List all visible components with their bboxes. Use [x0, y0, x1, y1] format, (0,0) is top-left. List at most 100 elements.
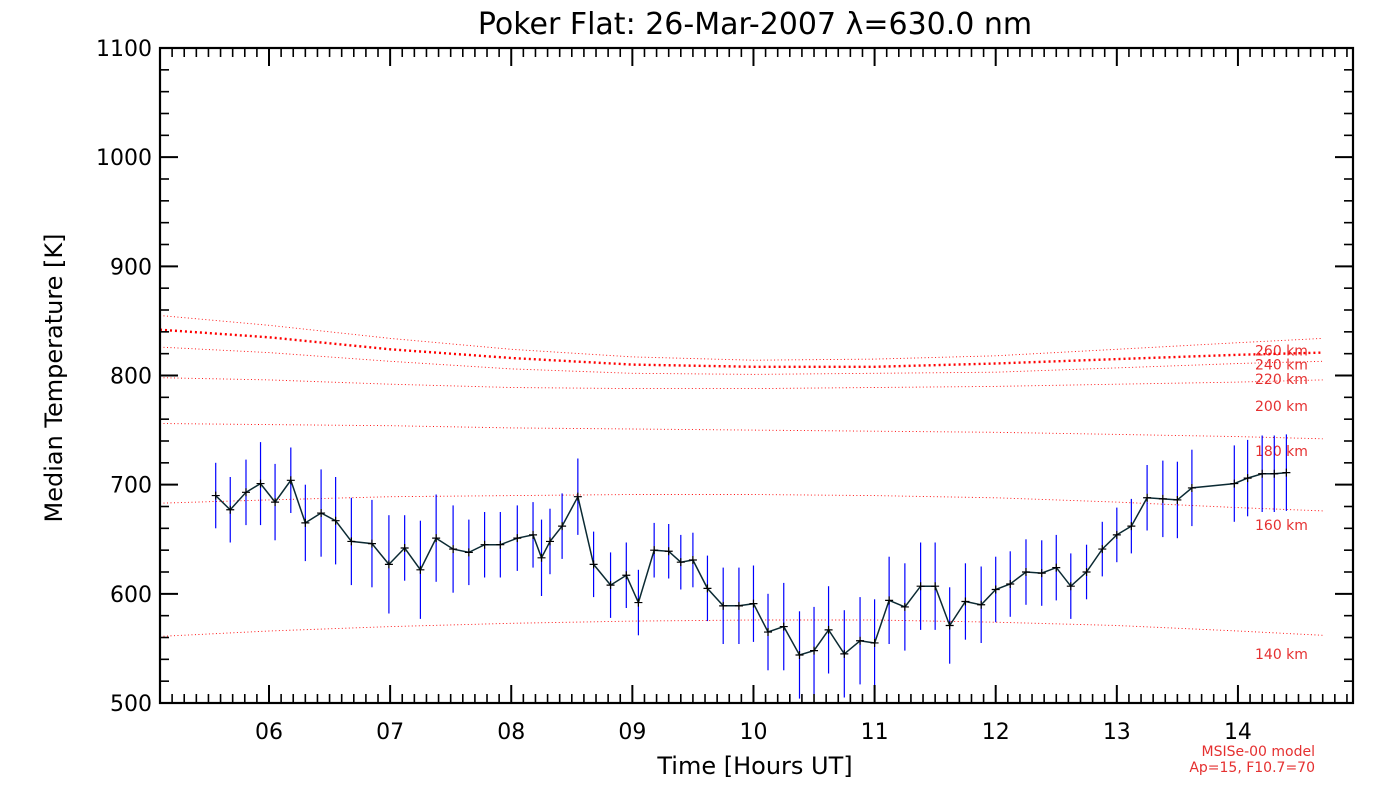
data-point-5 — [286, 476, 295, 485]
data-point-20 — [529, 530, 538, 539]
model-curve-5 — [159, 494, 1323, 512]
data-point-7 — [317, 509, 326, 518]
data-point-58 — [1082, 568, 1091, 576]
data-series — [211, 434, 1291, 699]
data-point-17 — [480, 540, 489, 549]
data-point-8 — [331, 516, 340, 525]
data-point-69 — [1270, 469, 1279, 478]
data-point-36 — [749, 599, 758, 608]
data-point-59 — [1098, 545, 1107, 554]
y-tick-label-4: 900 — [110, 255, 152, 280]
model-label-3: 220 km — [1255, 372, 1308, 388]
data-point-56 — [1052, 563, 1061, 572]
series-line — [215, 471, 1287, 656]
data-point-48 — [931, 582, 940, 591]
data-point-39 — [795, 650, 804, 659]
data-point-23 — [558, 522, 567, 531]
x-tick-label-7: 13 — [1103, 720, 1131, 745]
data-point-11 — [384, 560, 393, 569]
x-tick-label-3: 09 — [618, 720, 646, 745]
model-label-7: 140 km — [1255, 647, 1308, 663]
data-point-29 — [650, 546, 659, 555]
y-tick-label-5: 1000 — [96, 146, 152, 171]
x-tick-label-4: 10 — [739, 720, 767, 745]
data-point-22 — [545, 537, 554, 546]
data-point-2 — [241, 488, 250, 497]
data-point-31 — [676, 558, 685, 567]
data-point-42 — [840, 649, 849, 658]
model-curve-4 — [159, 423, 1323, 440]
y-tick-label-1: 600 — [110, 583, 152, 608]
model-label-0: 260 km — [1255, 343, 1308, 359]
data-point-28 — [634, 598, 643, 607]
data-point-32 — [688, 555, 697, 564]
data-point-14 — [432, 534, 441, 543]
data-point-16 — [464, 548, 473, 557]
data-point-26 — [606, 581, 615, 590]
data-point-9 — [347, 537, 356, 546]
data-point-34 — [719, 601, 728, 610]
data-point-66 — [1230, 479, 1239, 488]
x-tick-label-0: 06 — [255, 720, 283, 745]
data-point-64 — [1173, 495, 1182, 504]
model-label-4: 200 km — [1255, 399, 1308, 415]
data-point-13 — [416, 565, 425, 574]
y-tick-label-3: 800 — [110, 365, 152, 390]
data-point-30 — [664, 547, 673, 556]
data-point-49 — [945, 621, 954, 630]
data-point-12 — [400, 543, 409, 552]
x-tick-label-1: 07 — [376, 720, 404, 745]
data-point-43 — [856, 636, 865, 645]
data-point-1 — [226, 505, 235, 514]
data-point-60 — [1112, 530, 1121, 539]
data-point-61 — [1127, 522, 1136, 531]
data-point-27 — [622, 571, 631, 580]
axes: 500 600 700 800 900 1000 1100 06 07 08 09 10 11 12 13 1… — [96, 37, 1355, 745]
model-curve-2 — [159, 346, 1323, 375]
model-curve-6 — [159, 619, 1323, 637]
data-point-68 — [1258, 469, 1267, 478]
data-point-10 — [367, 539, 376, 548]
data-point-18 — [496, 540, 505, 549]
data-point-55 — [1037, 569, 1046, 578]
data-point-41 — [824, 625, 833, 634]
data-point-67 — [1243, 474, 1252, 483]
data-point-62 — [1143, 493, 1152, 502]
data-point-24 — [573, 492, 582, 501]
data-point-19 — [513, 534, 522, 543]
data-point-25 — [589, 560, 598, 569]
data-point-40 — [810, 646, 819, 655]
data-point-44 — [870, 638, 879, 647]
model-curve-3 — [159, 377, 1323, 390]
model-label-5: 180 km — [1255, 444, 1308, 460]
data-point-15 — [449, 545, 458, 554]
x-tick-label-2: 08 — [497, 720, 525, 745]
y-tick-label-2: 700 — [110, 474, 152, 499]
data-point-6 — [301, 518, 310, 527]
data-point-37 — [764, 628, 773, 637]
data-point-3 — [256, 479, 265, 488]
data-point-33 — [703, 584, 712, 593]
model-label-2: 240 km — [1255, 358, 1308, 374]
data-point-38 — [779, 622, 788, 631]
x-tick-label-6: 12 — [982, 720, 1010, 745]
model-note-line-2: Ap=15, F10.7=70 — [1189, 760, 1315, 776]
data-point-54 — [1021, 568, 1030, 576]
x-tick-label-5: 11 — [861, 720, 889, 745]
model-curve-1 — [159, 328, 1323, 368]
model-note-line-1: MSISe-00 model — [1201, 744, 1315, 760]
data-point-70 — [1282, 468, 1291, 477]
data-point-63 — [1158, 494, 1167, 503]
y-axis-label: Median Temperature [K] — [40, 233, 68, 522]
model-label-6: 160 km — [1255, 518, 1308, 534]
data-point-4 — [271, 498, 280, 507]
data-point-51 — [977, 600, 986, 609]
data-point-46 — [900, 602, 909, 611]
data-point-50 — [961, 597, 970, 606]
data-point-52 — [991, 585, 1000, 594]
data-point-47 — [916, 582, 925, 591]
plot-frame — [158, 46, 1355, 705]
data-point-45 — [885, 596, 894, 605]
data-point-21 — [537, 553, 546, 562]
